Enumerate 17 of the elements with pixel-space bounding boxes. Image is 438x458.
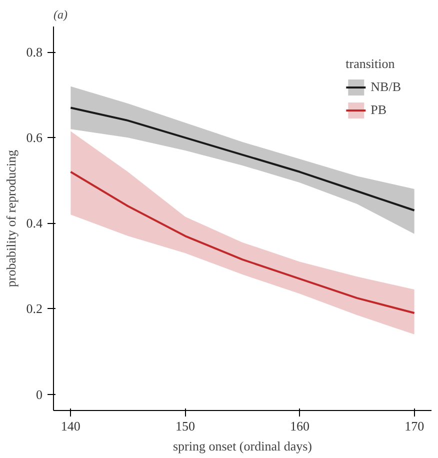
x-tick-label: 170	[404, 418, 424, 434]
x-tick-label: 150	[175, 418, 195, 434]
y-tick-label: 0.6	[26, 130, 43, 146]
y-axis-title: probability of reproducing	[3, 149, 18, 288]
x-axis-title: spring onset (ordinal days)	[173, 438, 312, 454]
line-series	[70, 170, 416, 314]
y-tick-label: 0.4	[26, 216, 43, 231]
chart-title: (a)	[54, 8, 68, 22]
legend-title: transition	[346, 56, 396, 72]
y-tick-label: 0.2	[26, 301, 42, 316]
line-series	[70, 106, 416, 212]
legend-label: NB/B	[370, 79, 401, 95]
x-tick-label: 140	[60, 418, 80, 434]
x-tick-label: 160	[290, 418, 310, 434]
legend-label: PB	[370, 102, 388, 118]
y-tick-label: 0.8	[26, 44, 42, 60]
y-tick-label: 0	[36, 386, 42, 402]
